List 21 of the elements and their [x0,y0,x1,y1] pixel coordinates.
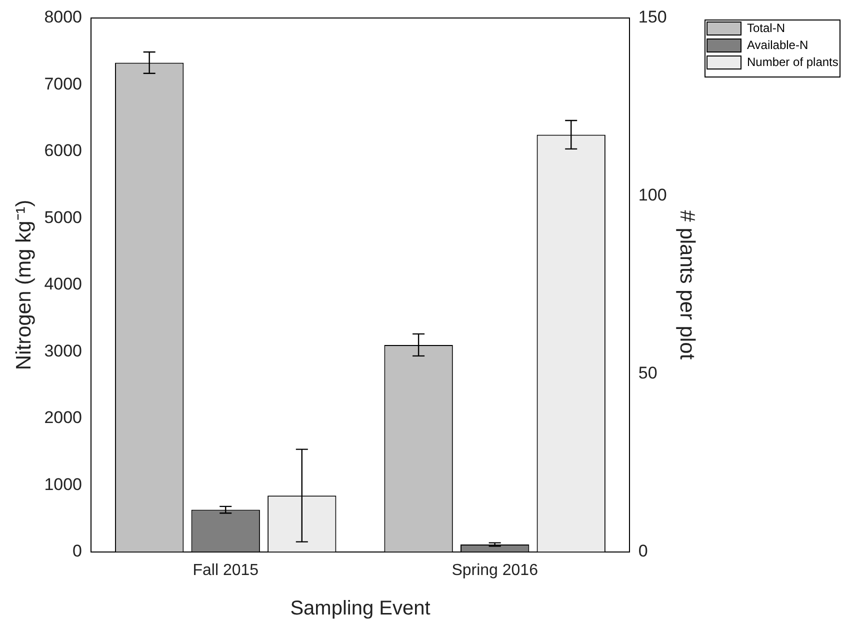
y2-axis-title: # plants per plot [676,210,699,360]
x-tick-label: Fall 2015 [192,562,259,579]
y-tick-label: 5000 [44,208,82,227]
legend-label: Total-N [747,20,786,35]
y-tick-label: 2000 [44,408,82,428]
y-tick-label: 6000 [44,141,82,160]
y-tick-label: 3000 [44,341,82,360]
y-tick-label: 0 [72,541,82,560]
y-axis-title: Nitrogen (mg kg⁻¹) [12,200,36,370]
legend-label: Number of plants [747,54,838,69]
y-tick-label: 1000 [44,474,82,494]
y2-tick-label: 50 [638,364,658,383]
x-axis-title: Sampling Event [290,598,431,620]
y2-tick-label: 100 [638,186,667,205]
y-tick-label: 4000 [44,274,82,294]
y2-tick-label: 0 [638,541,648,560]
y-tick-label: 7000 [44,74,82,94]
y-tick-label: 8000 [44,8,82,27]
legend-label: Available-N [747,38,808,52]
x-tick-label: Spring 2016 [452,562,538,579]
y2-tick-label: 150 [638,8,667,27]
